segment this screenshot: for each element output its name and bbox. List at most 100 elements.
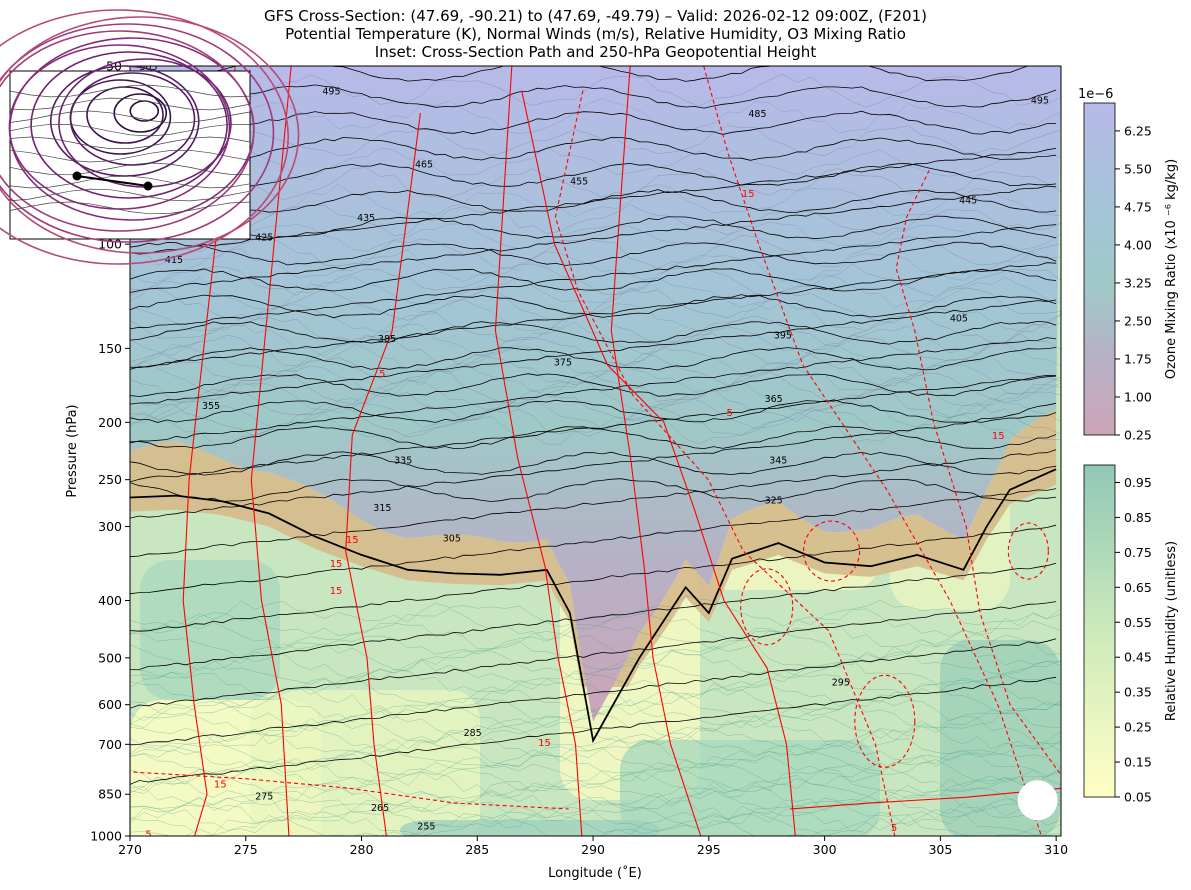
x-tick-label: 290 [581,842,605,857]
ozone-contour [130,248,1061,284]
humidity-contour [130,630,1061,662]
isentrope-label: 315 [373,503,391,514]
isentrope-line [130,337,1057,444]
isentrope-line [130,66,1031,82]
wind-contour-negative [133,771,569,810]
isentrope-label: 385 [378,334,396,345]
humidity-contour [130,791,1061,824]
rh-colorbar-tick-label: 0.65 [1124,580,1152,595]
humidity-contour [130,608,1061,641]
wind-label: 5 [891,823,897,834]
inset-path-line [76,175,149,187]
wind-contour-negative [554,90,896,836]
isentrope-label: 375 [554,358,572,369]
rh-colorbar-tick-label: 0.95 [1124,475,1152,490]
isentrope-line [130,412,1057,519]
isentrope-line [130,425,1057,450]
rh-colorbar-tick-label: 0.35 [1124,685,1152,700]
wind-contour-positive [610,66,702,836]
y-tick-label: 500 [98,650,122,665]
humidity-contour [130,692,1061,723]
wind-contour-positive [182,66,236,836]
y-tick-label: 600 [98,697,122,712]
ozone-contour [130,386,1061,422]
isentrope-line [130,601,1057,709]
isentrope-line [130,294,1057,319]
isentrope-line [130,478,1057,502]
isentrope-label: 455 [570,176,588,187]
isentrope-line [130,262,1057,369]
wind-label: 15 [346,535,359,546]
wind-core-fill [1017,780,1058,821]
rh-colorbar-label: Relative Humidity (unitless) [1164,541,1179,721]
x-tick-label: 280 [350,842,374,857]
x-tick-label: 270 [118,842,142,857]
inset-map [0,9,300,265]
ozone-colorbar-tick-label: 1.00 [1124,389,1152,404]
isentrope-line [130,562,1057,670]
ozone-colorbar-tick-label: 4.00 [1124,237,1152,252]
inset-coastline [9,136,251,149]
humidity-contour [130,620,1061,651]
inset-coastline [9,149,251,163]
inset-coastline [9,123,251,137]
isentrope-line [130,215,1057,240]
ozone-colorbar-tick-label: 0.25 [1124,428,1152,443]
isentrope-line [130,373,1057,397]
wind-label: 15 [992,431,1005,442]
isentrope-line [130,268,1057,292]
wind-contour-negative [1007,522,1049,580]
isentrope-line [130,162,1057,188]
y-tick-label: 700 [98,737,122,752]
isentrope-label: 495 [1031,96,1049,107]
isentrope-line [130,241,1057,266]
isentrope-label: 345 [769,455,787,466]
isentrope-line [130,136,1057,161]
humidity-contour [130,640,1061,672]
y-axis-label: Pressure (hPa) [65,404,80,497]
ozone-contour [130,369,1061,405]
humidity-contour [130,796,1061,829]
inset-height-contour [0,23,275,243]
inset-height-contour [113,93,168,133]
humidity-contour [130,736,1061,768]
isentrope-label: 425 [255,232,273,243]
y-tick-label: 850 [98,787,122,802]
inset-height-contour [0,30,255,232]
rh-colorbar-tick-label: 0.25 [1124,720,1152,735]
isentrope-label: 285 [464,728,482,739]
humidity-contour [130,784,1061,819]
humidity-contour [130,658,1061,691]
ozone-contour [130,263,1061,297]
y-tick-label: 400 [98,593,122,608]
isentrope-line [130,638,1057,746]
x-tick-label: 300 [813,842,837,857]
isentrope-label: 255 [417,822,435,833]
inset-coastline [9,84,251,98]
inset-height-contour [0,16,300,254]
humidity-contour [130,669,1061,699]
rh-colorbar [1083,464,1116,798]
rh-colorbar-tick-label: 0.45 [1124,650,1152,665]
isentrope-line [130,347,1057,371]
y-tick-label: 200 [98,415,122,430]
inset-path-start-marker [72,171,82,181]
isentrope-line [130,299,1057,405]
humidity-contour [130,595,1061,628]
ozone-contour [130,321,1061,357]
isentrope-label: 415 [165,255,183,266]
rh-colorbar-tick-label: 0.75 [1124,545,1152,560]
isentrope-label: 325 [765,495,783,506]
ozone-contour [130,379,1061,413]
isentrope-line [130,185,1057,293]
ozone-contour [130,287,1061,322]
wind-label: 5 [726,408,732,419]
ozone-contour [130,274,1061,310]
ozone-fill [130,66,1061,722]
inset-coastline [9,110,251,124]
isentrope-line [130,451,1057,476]
y-tick-label: 150 [98,341,122,356]
chart-title-line-3: Inset: Cross-Section Path and 250-hPa Ge… [374,43,817,61]
ozone-contour [130,125,1061,159]
wind-label: 15 [214,779,227,790]
